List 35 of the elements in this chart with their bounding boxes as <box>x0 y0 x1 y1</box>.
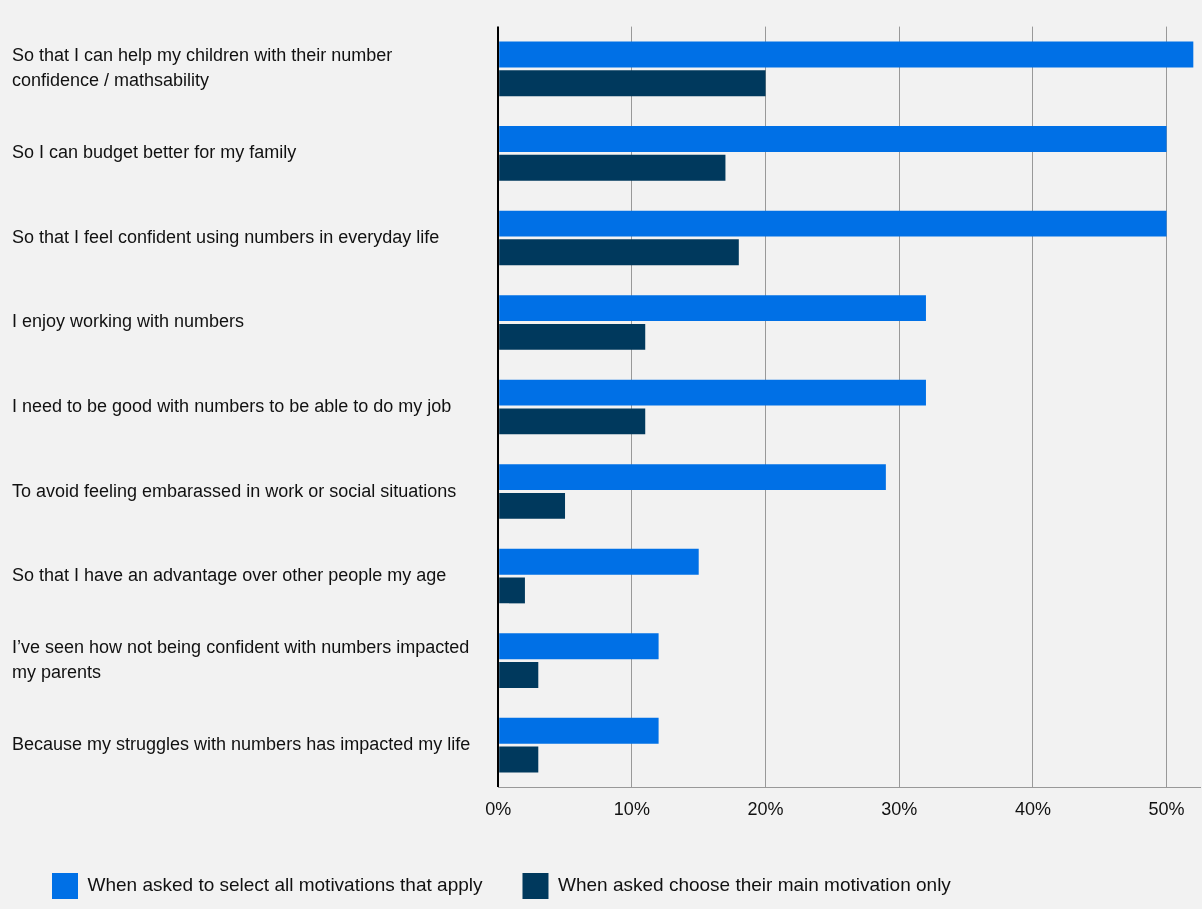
bar <box>499 662 539 688</box>
y-tick-label: Because my struggles with numbers has impacted my life <box>12 734 471 755</box>
bar <box>499 464 886 491</box>
y-tick-label: So I can budget better for my family <box>12 142 297 163</box>
y-tick-label: I’ve seen how not being confident with numbers impacted my parents <box>12 636 470 683</box>
y-tick-label: I need to be good with numbers to be able to do my job <box>12 395 452 416</box>
x-tick-label: 40% <box>1014 799 1051 820</box>
bar <box>499 746 539 773</box>
bar <box>499 323 646 350</box>
bar <box>499 717 659 744</box>
y-tick-label: To avoid feeling embarassed in work or social situations <box>12 480 457 501</box>
bar <box>499 41 1194 68</box>
bar <box>499 295 926 322</box>
y-tick-label: So that I feel confident using numbers in everyday life <box>12 226 440 247</box>
bar <box>499 548 699 575</box>
legend-label: When asked to select all motivations that apply <box>87 874 483 896</box>
y-tick-label: So that I have an advantage over other people my age <box>12 565 447 586</box>
x-tick-label: 50% <box>1148 799 1185 820</box>
x-tick-label: 10% <box>613 799 650 820</box>
bar <box>499 154 726 181</box>
x-tick-label: 30% <box>881 799 918 820</box>
bar <box>499 492 566 519</box>
bar <box>499 408 646 435</box>
bar <box>499 379 926 406</box>
bar <box>499 633 659 660</box>
bar <box>499 126 1167 152</box>
x-tick-label: 0% <box>485 799 512 820</box>
y-tick-label: So that I can help my children with their number confidence / mathsability <box>12 45 393 91</box>
bar <box>499 70 766 97</box>
y-tick-label: I enjoy working with numbers <box>12 311 245 332</box>
x-tick-label: 20% <box>747 799 784 820</box>
bar <box>499 577 525 604</box>
bar <box>499 239 739 266</box>
bar <box>499 210 1167 237</box>
legend-label: When asked choose their main motivation only <box>557 874 952 896</box>
